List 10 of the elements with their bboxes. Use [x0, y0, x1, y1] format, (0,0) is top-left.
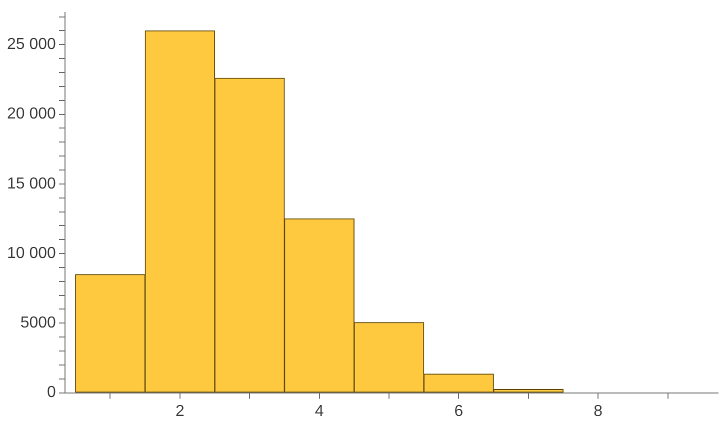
y-tick-label: 15 000	[7, 175, 56, 192]
x-tick-label: 2	[175, 402, 184, 420]
y-tick-label: 5000	[20, 314, 56, 332]
y-tick-label: 25 000	[7, 36, 56, 54]
y-tick-label: 0	[47, 384, 56, 402]
x-tick-label: 4	[314, 402, 324, 420]
y-tick-label: 10 000	[7, 244, 56, 262]
x-tick-label: 8	[594, 402, 603, 420]
y-tick-label: 20 000	[7, 106, 56, 123]
x-tick-label: 6	[454, 402, 464, 420]
